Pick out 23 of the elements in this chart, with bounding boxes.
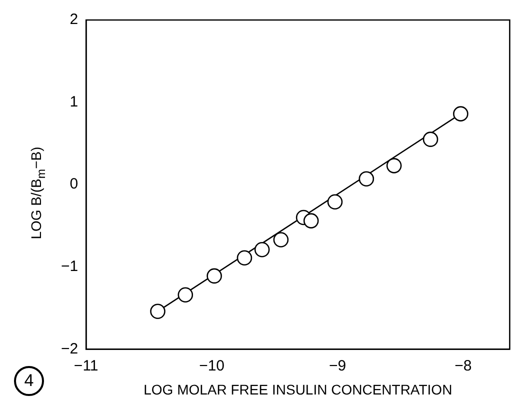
x-tick-label: −11 — [74, 357, 98, 374]
x-axis-title: LOG MOLAR FREE INSULIN CONCENTRATION — [144, 381, 452, 398]
point — [453, 106, 468, 122]
point — [422, 132, 438, 147]
point — [327, 194, 343, 210]
y-tick-label: −2 — [60, 340, 78, 358]
point — [254, 242, 270, 258]
x-tick-label: −10 — [199, 357, 225, 374]
y-tick-label: 2 — [70, 11, 78, 28]
y-tick-label: −1 — [60, 258, 78, 276]
point — [358, 171, 374, 186]
point — [236, 250, 252, 266]
text: 4 — [14, 366, 44, 396]
y-tick-label: 0 — [70, 176, 78, 193]
y-tick-label: 1 — [70, 93, 78, 110]
point — [206, 268, 222, 284]
point — [178, 287, 194, 303]
point — [386, 158, 402, 174]
point — [273, 232, 289, 248]
x-tick-label: −8 — [454, 357, 472, 374]
point — [150, 304, 166, 319]
point — [303, 213, 319, 228]
x-tick-label: −9 — [328, 357, 346, 374]
